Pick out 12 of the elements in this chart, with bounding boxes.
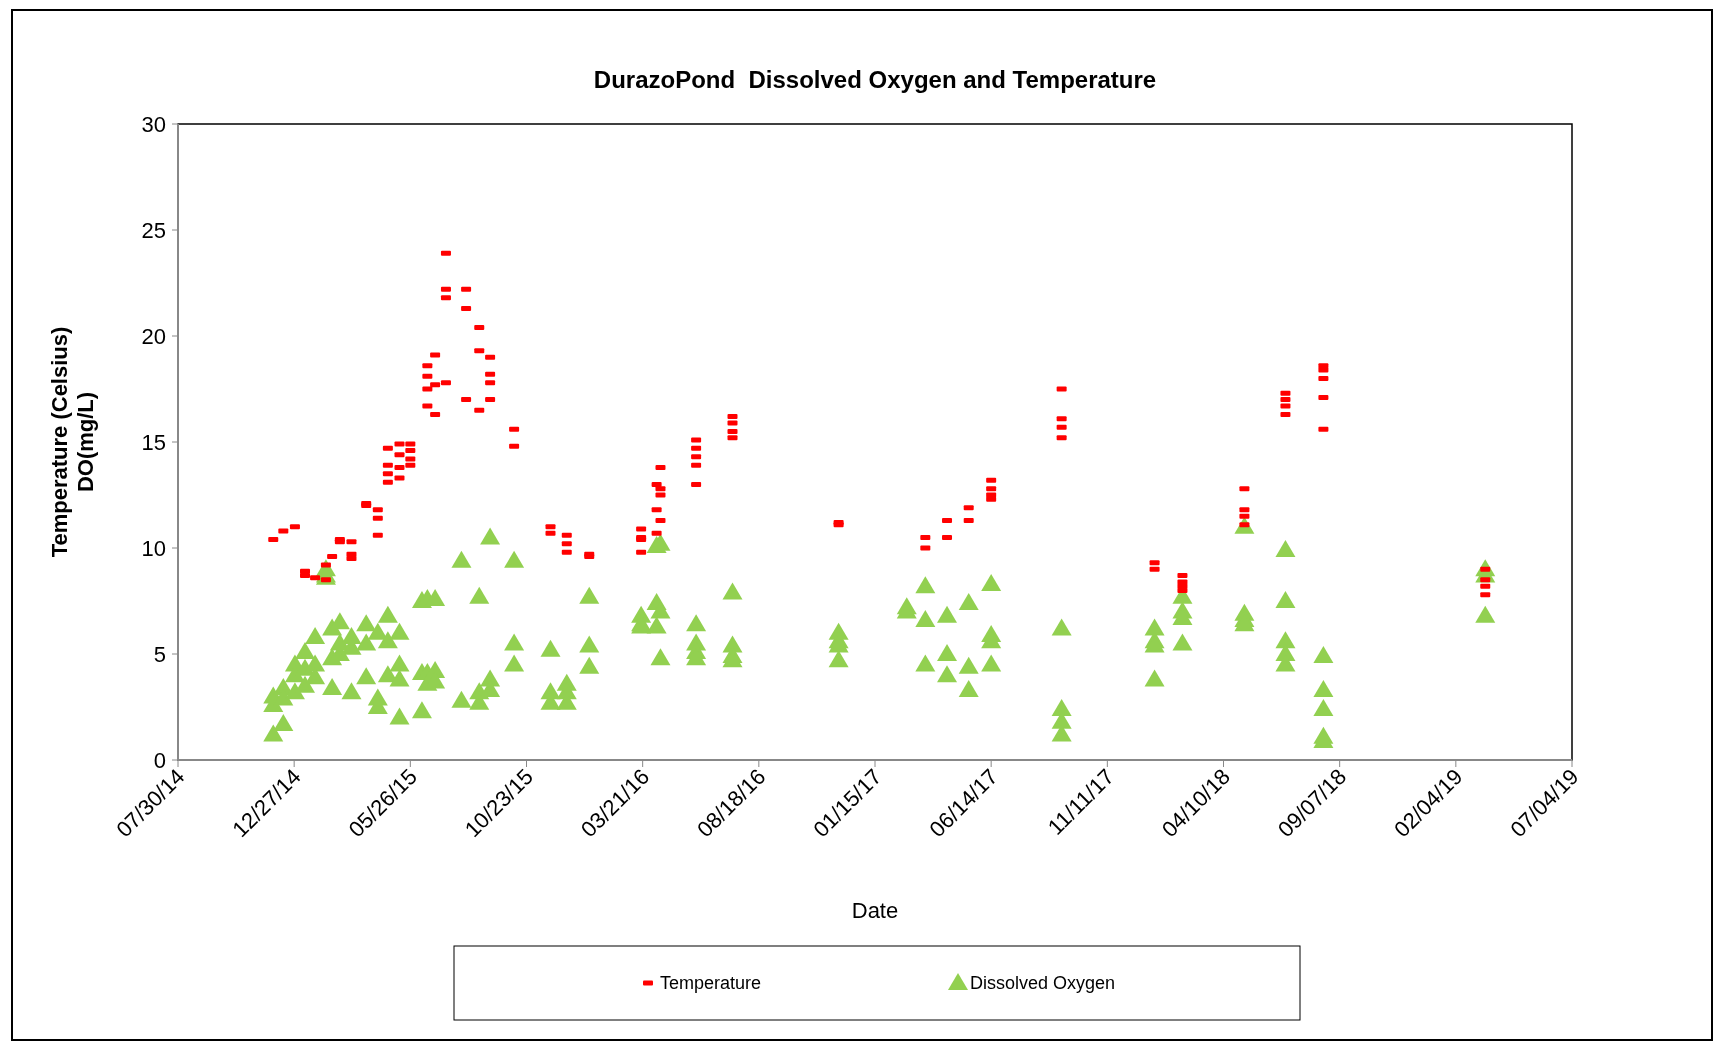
legend-label: Dissolved Oxygen [970,973,1116,994]
y-axis-title: Temperature (Celsius) DO(mg/L) [46,326,99,558]
y-tick-label: 5 [153,641,166,667]
legend-label: Temperature [660,973,762,994]
chart-title: DurazoPond Dissolved Oxygen and Temperature [593,66,1157,93]
y-tick-label: 20 [141,323,166,349]
x-axis-title: Date [851,898,899,923]
y-tick-label: 15 [141,429,166,455]
y-tick-label: 30 [141,111,166,137]
y-tick-label: 25 [141,217,166,243]
y-tick-label: 10 [141,535,166,561]
y-tick-label: 0 [153,747,166,773]
